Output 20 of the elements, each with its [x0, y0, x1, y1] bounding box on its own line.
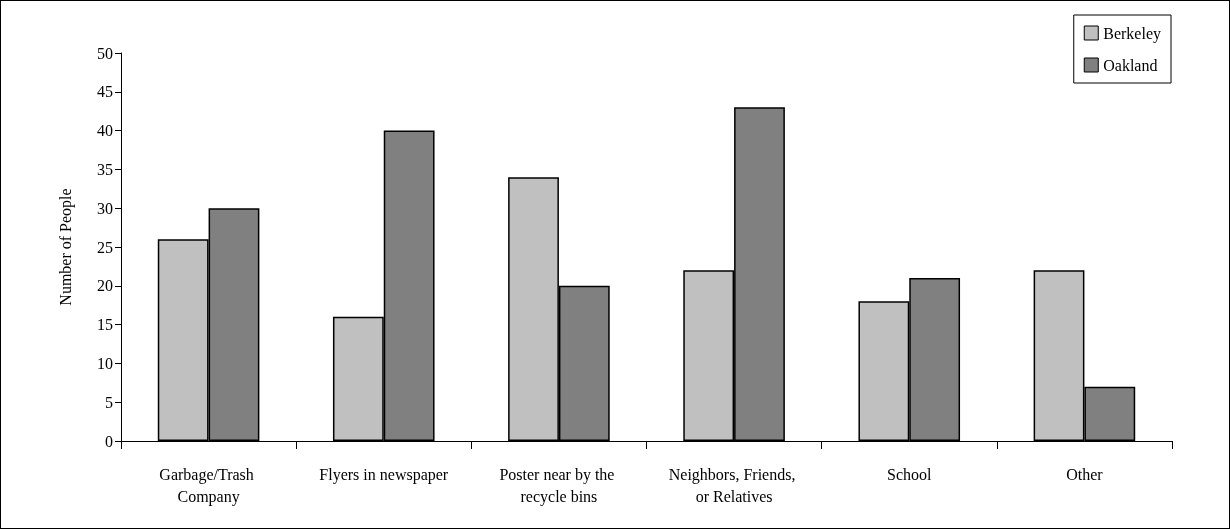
x-tick-label: Neighbors, Friends, or Relatives: [668, 465, 800, 505]
legend-label: Oakland: [1103, 56, 1158, 74]
y-tick-label: 10: [97, 354, 113, 372]
y-tick-label: 40: [97, 122, 113, 140]
x-tick-label: Flyers in newspaper: [319, 465, 449, 484]
y-tick-label: 35: [97, 160, 113, 178]
x-tick-label: Garbage/Trash Company: [159, 465, 258, 506]
y-tick-label: 45: [97, 83, 113, 101]
x-tick-label: Other: [1066, 465, 1104, 483]
y-axis-title: Number of People: [56, 188, 75, 306]
y-tick-label: 5: [105, 393, 113, 411]
y-tick-label: 20: [97, 277, 113, 295]
legend-label: Berkeley: [1103, 24, 1161, 43]
y-tick-label: 30: [97, 199, 113, 217]
y-tick-label: 15: [97, 316, 113, 334]
y-tick-label: 50: [97, 44, 113, 62]
x-tick-label: School: [887, 465, 933, 483]
y-tick-label: 0: [105, 432, 113, 450]
x-tick-label: Poster near by the recycle bins: [499, 465, 619, 506]
y-tick-label: 25: [97, 238, 113, 256]
